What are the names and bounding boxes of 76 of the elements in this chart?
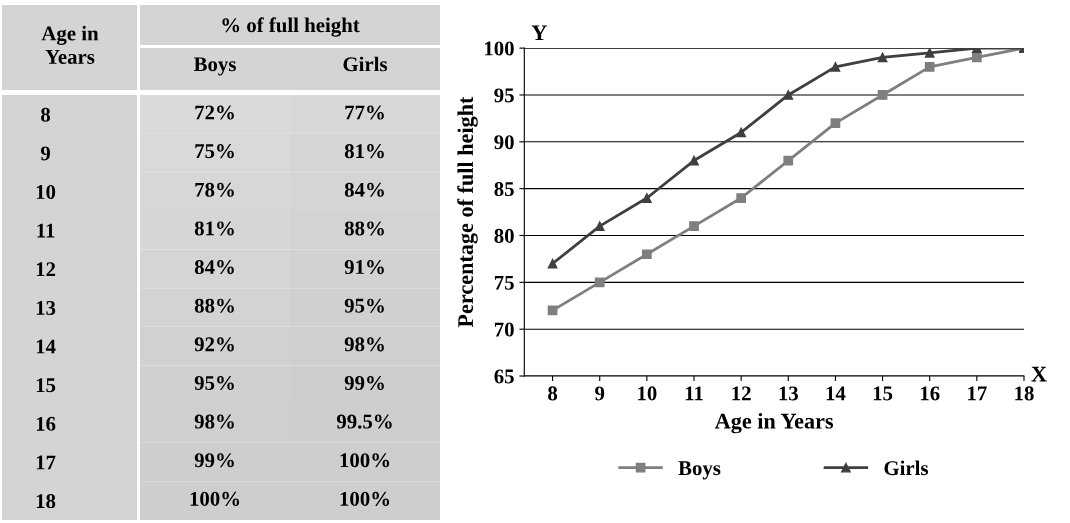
y-tick-label: 100 <box>485 41 514 56</box>
legend-label: Boys <box>678 461 721 480</box>
data-label: 100% <box>190 491 240 506</box>
data-label: 99% <box>194 453 234 468</box>
x-axis-title: Age in Years <box>714 412 834 434</box>
point <box>924 61 935 72</box>
x-tick-label: 8 <box>548 386 558 401</box>
x-tick-label: 12 <box>732 386 751 401</box>
data-label: 84% <box>194 260 234 275</box>
data-label: 72% <box>195 105 234 120</box>
x-tick-label: 13 <box>779 386 798 401</box>
y-tick-label: 13 <box>36 300 56 315</box>
point <box>736 127 747 138</box>
data-label: 98% <box>194 414 234 429</box>
point <box>830 118 841 128</box>
point <box>594 277 605 288</box>
x-tick-label: 14 <box>826 386 846 401</box>
y-tick-label: 9 <box>40 146 51 161</box>
point <box>689 221 699 231</box>
point <box>642 249 652 260</box>
data-label: 88% <box>344 221 384 236</box>
data-label: 78% <box>195 182 234 197</box>
data-label: 81% <box>194 221 234 236</box>
data-label: 84% <box>344 182 384 197</box>
x-tick-label: 17 <box>968 386 987 401</box>
point <box>783 155 794 166</box>
point <box>877 52 888 63</box>
legend-label: Girls <box>884 460 929 476</box>
y-tick-label: 10 <box>36 184 56 200</box>
data-label: 95% <box>344 298 384 313</box>
x-tick-label: 15 <box>873 386 893 401</box>
y-tick-label: 14 <box>36 339 56 354</box>
data-label: 92% <box>194 337 234 352</box>
point <box>547 258 558 269</box>
point <box>736 193 747 203</box>
y-tick-label: 90 <box>494 135 514 150</box>
data-label: 75% <box>195 144 234 159</box>
y-tick-label: 65 <box>494 369 514 384</box>
point <box>642 193 652 203</box>
data-label: 100% <box>340 491 390 506</box>
y-tick-label: 12 <box>36 262 56 277</box>
data-label: 99% <box>344 375 384 391</box>
y-tick-label: 75 <box>494 275 514 290</box>
point <box>877 90 888 100</box>
data-label: 99.5% <box>336 414 392 429</box>
point <box>830 61 841 72</box>
data-label: 98% <box>344 337 384 352</box>
data-label: 100% <box>340 453 390 468</box>
y-tick-label: 80 <box>494 228 514 243</box>
y-tick-label: 16 <box>36 416 56 431</box>
x-tick-label: 9 <box>595 386 605 401</box>
y-axis-title: Percentage of full height <box>457 96 478 328</box>
data-label: 81% <box>344 144 384 159</box>
text: Y <box>531 25 547 41</box>
point <box>783 90 794 100</box>
data-label: 88% <box>194 298 234 313</box>
y-tick-label: 18 <box>36 494 56 509</box>
x-tick-label: 18 <box>1015 386 1034 401</box>
point <box>689 155 699 166</box>
data-label: 91% <box>344 260 384 275</box>
x-tick-label: 16 <box>920 386 940 401</box>
y-tick-label: 85 <box>494 182 514 197</box>
text: X <box>1031 366 1047 382</box>
y-tick-label: 95 <box>494 88 514 103</box>
point <box>971 52 982 63</box>
x-tick-label: 10 <box>638 386 657 401</box>
chart-title: % of full height <box>222 17 360 37</box>
y-tick-label: 8 <box>41 107 51 122</box>
y-tick-label: 70 <box>494 322 514 337</box>
y-tick-label: 17 <box>36 455 56 470</box>
data-label: 95% <box>194 375 234 391</box>
y-tick-label: 11 <box>37 223 55 238</box>
x-tick-label: 11 <box>685 386 703 401</box>
point <box>924 48 935 58</box>
y-axis-title: Age in Years <box>41 25 99 64</box>
data-label: 77% <box>345 105 384 120</box>
